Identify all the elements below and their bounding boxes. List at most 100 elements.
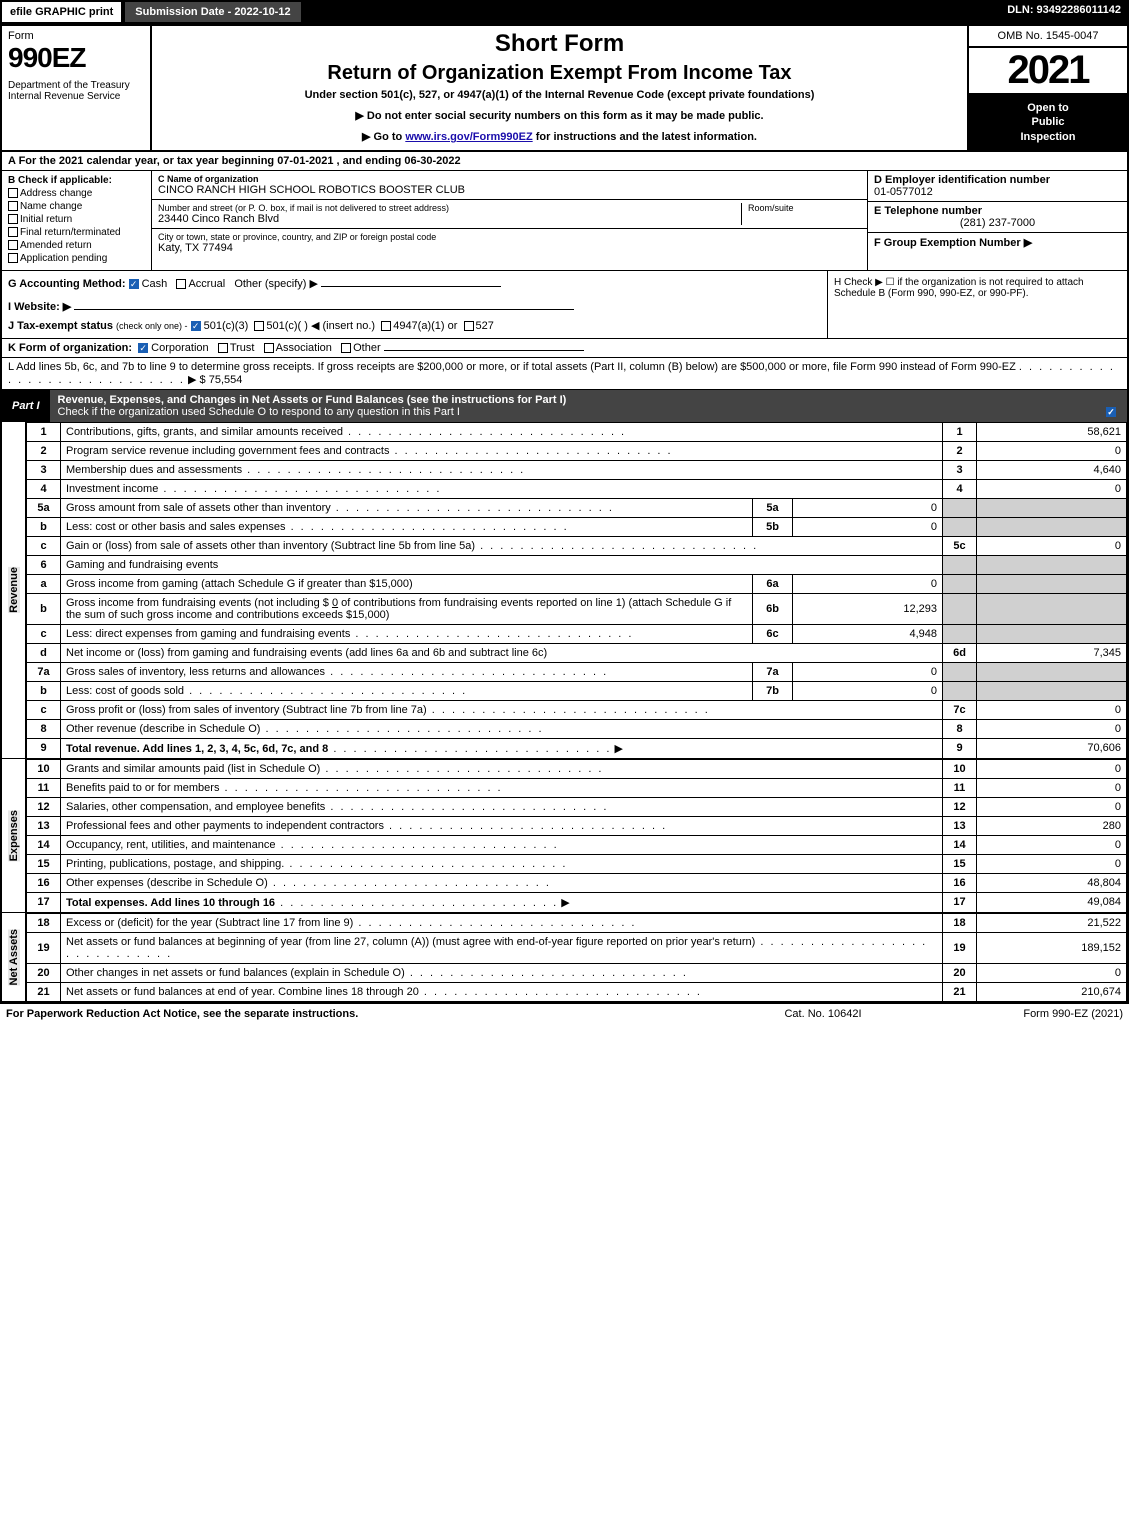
lb: 14 [943,835,977,854]
la: 0 [977,835,1127,854]
dots [268,877,551,889]
line-6b: b Gross income from fundraising events (n… [27,593,1127,624]
k-label: K Form of organization: [8,342,132,354]
la: 58,621 [977,422,1127,441]
tax-year: 2021 [969,48,1127,95]
l-amt: ▶ $ 75,554 [188,374,242,386]
chk-kother[interactable] [341,343,351,353]
line-8: 8Other revenue (describe in Schedule O)8… [27,719,1127,738]
chk-amended-return[interactable]: Amended return [8,240,145,251]
lt1: Gross income from fundraising events (no… [66,597,332,609]
ln: c [27,536,61,555]
p1title: Revenue, Expenses, and Changes in Net As… [58,394,567,406]
form-container: Form 990EZ Department of the Treasury In… [0,24,1129,1004]
dots [325,801,608,813]
ln: 13 [27,816,61,835]
row-a-text: A For the 2021 calendar year, or tax yea… [8,155,461,167]
ib: 5b [753,517,793,536]
shade [943,498,977,517]
ln: 21 [27,982,61,1001]
la: 0 [977,441,1127,460]
irs-link[interactable]: www.irs.gov/Form990EZ [405,131,532,143]
chk-501c[interactable] [254,321,264,331]
lt: Less: cost or other basis and sales expe… [66,521,286,533]
chk-application-pending[interactable]: Application pending [8,253,145,264]
chk-name-change[interactable]: Name change [8,201,145,212]
efile-label[interactable]: efile GRAPHIC print [0,0,123,24]
dots [219,782,502,794]
chk-4947[interactable] [381,321,391,331]
ln: b [27,517,61,536]
k3: Association [276,342,332,354]
vlabel-exp: Expenses [8,810,20,861]
other-input[interactable] [321,286,501,287]
chk-accrual[interactable] [176,279,186,289]
ln: 19 [27,932,61,963]
group-exempt-row: F Group Exemption Number ▶ [868,233,1127,252]
j-label: J Tax-exempt status [8,320,113,332]
lt: Other expenses (describe in Schedule O) [66,877,268,889]
la: 0 [977,854,1127,873]
ln: d [27,643,61,662]
city-row: City or town, state or province, country… [152,229,867,257]
ln: a [27,574,61,593]
section-bcdef: B Check if applicable: Address change Na… [2,171,1127,271]
shade [977,498,1127,517]
chk-501c3[interactable] [191,321,201,331]
phone: (281) 237-7000 [874,217,1121,229]
k2: Trust [230,342,255,354]
k-other-input[interactable] [384,350,584,351]
chk-corp[interactable] [138,343,148,353]
ln: 18 [27,913,61,932]
j-note: (check only one) - [116,321,188,331]
revenue-grid: Revenue 1Contributions, gifts, grants, a… [2,422,1127,759]
ib: 6c [753,624,793,643]
dots [419,986,702,998]
room-label: Room/suite [748,203,861,213]
chk-trust[interactable] [218,343,228,353]
lb: 15 [943,854,977,873]
netassets-grid: Net Assets 18Excess or (deficit) for the… [2,913,1127,1002]
chk-initial-return[interactable]: Initial return [8,214,145,225]
chk-sched-o[interactable] [1106,407,1116,417]
shade [977,662,1127,681]
lt: Gross income from gaming (attach Schedul… [66,578,413,590]
ln: c [27,624,61,643]
ia: 0 [793,681,943,700]
ia: 12,293 [793,593,943,624]
lb: 17 [943,892,977,912]
j1-label: 501(c)(3) [204,320,249,332]
footer: For Paperwork Reduction Act Notice, see … [0,1004,1129,1024]
shade [943,624,977,643]
lb: 3 [943,460,977,479]
dots [331,502,614,514]
lb: 19 [943,932,977,963]
footer-mid: Cat. No. 10642I [723,1008,923,1020]
chk-address-change[interactable]: Address change [8,188,145,199]
ln: 4 [27,479,61,498]
lbl: C Name of organization [158,174,259,184]
ein-label: D Employer identification number [874,174,1050,186]
dots [353,917,636,929]
org-name: CINCO RANCH HIGH SCHOOL ROBOTICS BOOSTER… [158,184,861,196]
chk-527[interactable] [464,321,474,331]
line-15: 15Printing, publications, postage, and s… [27,854,1127,873]
ln: b [27,593,61,624]
chk-final-return[interactable]: Final return/terminated [8,227,145,238]
revenue-vlabel: Revenue [2,422,26,759]
other-label: Other (specify) ▶ [234,278,318,290]
shade [977,624,1127,643]
footer-left: For Paperwork Reduction Act Notice, see … [6,1008,723,1020]
lb: 5c [943,536,977,555]
chk-cash[interactable] [129,279,139,289]
part1-title: Revenue, Expenses, and Changes in Net As… [50,390,1127,422]
ln: 2 [27,441,61,460]
row-a: A For the 2021 calendar year, or tax yea… [2,152,1127,171]
chk-assoc[interactable] [264,343,274,353]
line-2: 2Program service revenue including gover… [27,441,1127,460]
lb: 12 [943,797,977,816]
line-6: 6Gaming and fundraising events [27,555,1127,574]
website-input[interactable] [74,309,574,310]
lt: Contributions, gifts, grants, and simila… [66,426,343,438]
lines-table-exp: 10Grants and similar amounts paid (list … [26,759,1127,913]
